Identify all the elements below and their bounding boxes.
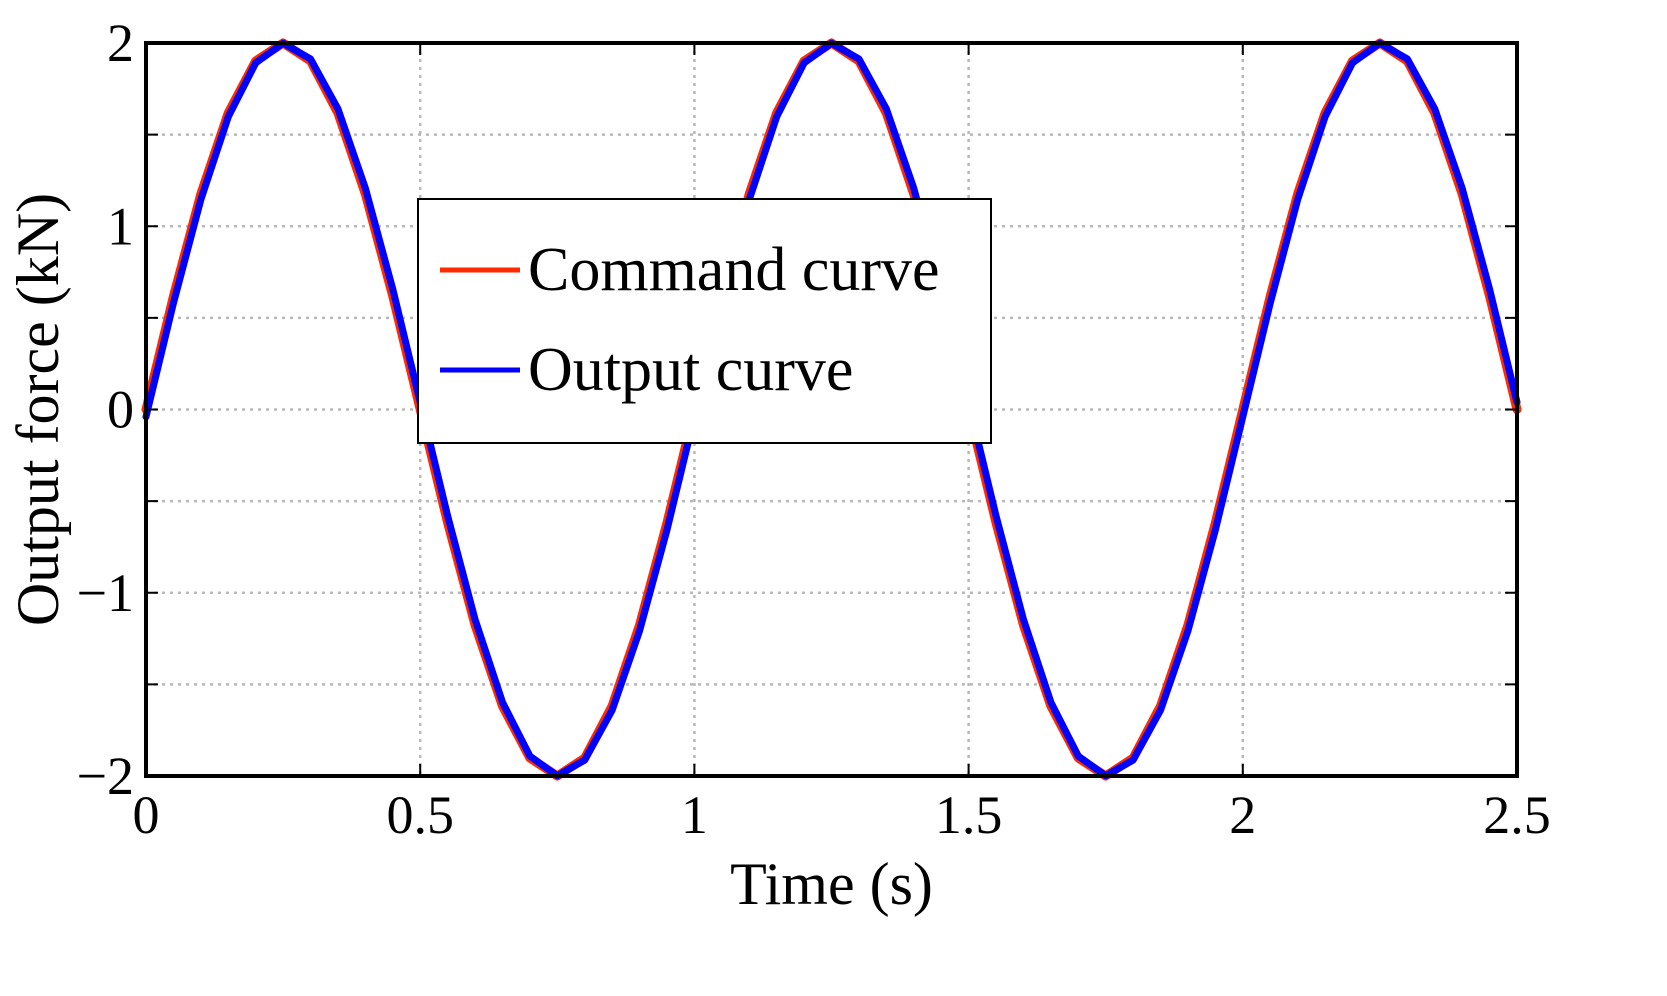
- x-tick-label: 2.5: [1483, 785, 1551, 845]
- legend-label-command: Command curve: [528, 236, 940, 304]
- legend: Command curve Output curve: [417, 198, 992, 444]
- x-tick-label: 2: [1229, 785, 1256, 845]
- x-tick-label: 1.5: [935, 785, 1003, 845]
- x-tick-label: 1: [681, 785, 708, 845]
- y-axis-label: Output force (kN): [5, 193, 71, 626]
- grid: [146, 43, 1517, 776]
- y-tick-label: 2: [107, 13, 134, 73]
- tick-marks: [145, 42, 1518, 777]
- x-tick-label: 0.5: [386, 785, 454, 845]
- y-tick-label: −1: [77, 563, 134, 623]
- y-tick-label: 1: [107, 196, 134, 256]
- legend-box: [417, 198, 992, 444]
- x-axis-label: Time (s): [730, 851, 933, 917]
- y-tick-label: −2: [77, 746, 134, 806]
- y-tick-label: 0: [107, 380, 134, 440]
- y-tick-labels: −2 −1 0 1 2: [77, 13, 134, 806]
- legend-label-output: Output curve: [528, 336, 853, 404]
- x-tick-label: 0: [133, 785, 160, 845]
- x-tick-labels: 0 0.5 1 1.5 2 2.5: [133, 785, 1551, 845]
